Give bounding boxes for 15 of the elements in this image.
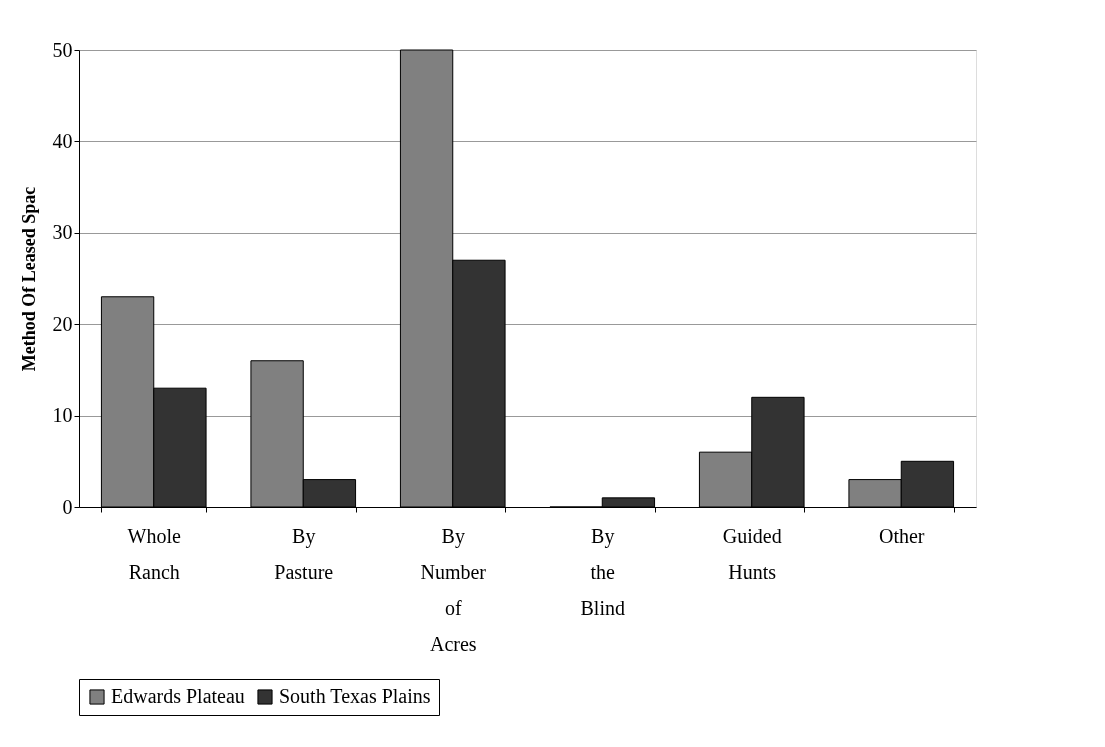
x-tick-label: Whole Ranch: [127, 524, 182, 583]
x-tick-label: Other: [878, 524, 925, 547]
legend-label: South Texas Plains: [279, 685, 431, 707]
x-tick-label: Guided Hunts: [722, 524, 782, 583]
legend-label: Edwards Plateau: [111, 685, 245, 707]
x-tick-label: By Pasture: [274, 524, 334, 583]
y-tick-label: 50: [52, 38, 73, 61]
y-tick-label: 0: [62, 495, 73, 518]
y-tick-label: 40: [52, 129, 73, 152]
y-tick-label: 10: [52, 404, 73, 427]
y-axis-title: Method Of Leased Spac: [18, 186, 39, 372]
y-tick-label: 30: [52, 221, 73, 244]
x-tick-label: By Number of Acres: [420, 524, 487, 655]
x-tick-label: By the Blind: [580, 524, 625, 619]
y-tick-label: 20: [52, 312, 73, 335]
